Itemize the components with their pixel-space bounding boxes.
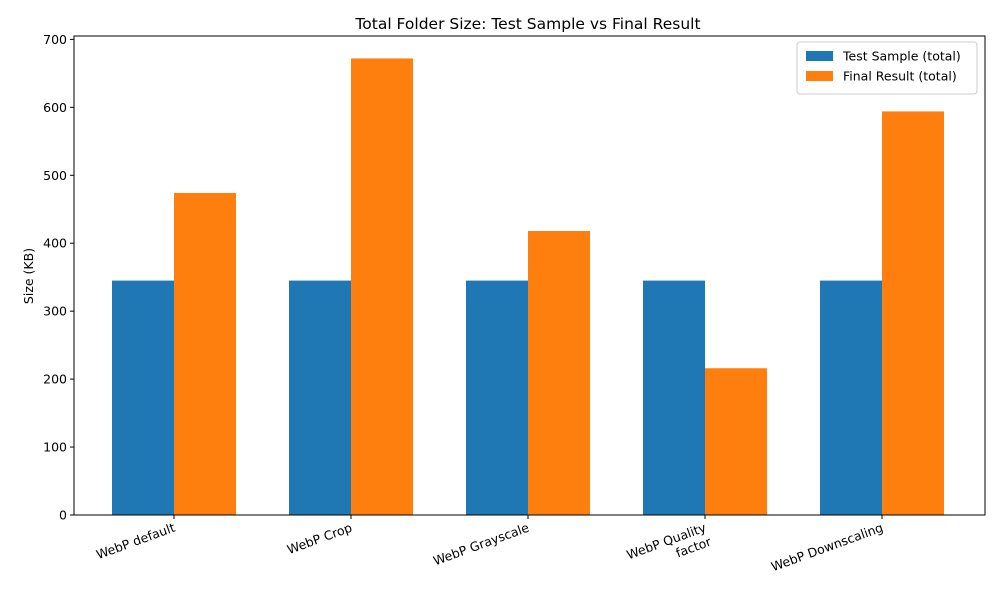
- x-tick-label-1: WebP Crop: [285, 520, 354, 557]
- legend-label-0: Test Sample (total): [842, 49, 961, 64]
- x-tick-label-4-line-0: WebP Downscaling: [769, 520, 885, 574]
- legend-label-1: Final Result (total): [843, 69, 957, 84]
- plot-frame: [73, 35, 986, 516]
- x-tick-label-2: WebP Grayscale: [431, 520, 531, 569]
- y-tick-label-4: 400: [43, 236, 67, 251]
- x-axis: WebP default WebP Crop WebP Grayscale WebP …: [94, 515, 885, 576]
- x-tick-label-3: WebP Qualityfactor: [624, 519, 713, 576]
- y-tick-label-0: 0: [59, 508, 67, 523]
- bars-group: [112, 58, 944, 516]
- bar-test-sample-3: [643, 280, 705, 515]
- bar-final-result-0: [174, 192, 236, 516]
- legend: Test Sample (total) Final Result (total): [796, 41, 978, 95]
- x-tick-label-2-line-0: WebP Grayscale: [431, 520, 531, 569]
- x-tick-label-1-line-0: WebP Crop: [285, 520, 354, 557]
- legend-swatch-1: [806, 71, 833, 81]
- chart-title: Total Folder Size: Test Sample vs Final …: [354, 15, 700, 33]
- bar-final-result-3: [705, 368, 767, 515]
- bar-final-result-1: [351, 58, 413, 516]
- y-tick-label-6: 600: [43, 100, 67, 115]
- y-axis: 0 100 200 300 400 500 600 700: [43, 32, 74, 523]
- x-tick-label-4: WebP Downscaling: [769, 520, 885, 574]
- y-tick-label-5: 500: [43, 168, 67, 183]
- x-tick-label-0-line-0: WebP default: [94, 520, 177, 562]
- bar-test-sample-1: [289, 280, 351, 515]
- bar-final-result-4: [882, 111, 944, 515]
- bar-test-sample-2: [466, 280, 528, 515]
- y-tick-label-2: 200: [43, 372, 67, 387]
- legend-swatch-0: [806, 51, 833, 61]
- bar-final-result-2: [528, 230, 590, 515]
- y-tick-label-1: 100: [43, 440, 67, 455]
- y-tick-label-7: 700: [43, 32, 67, 47]
- bar-test-sample-0: [112, 280, 174, 515]
- y-tick-label-3: 300: [43, 304, 67, 319]
- x-tick-label-0: WebP default: [94, 520, 177, 562]
- bar-test-sample-4: [820, 280, 882, 515]
- y-axis-label: Size (KB): [21, 248, 36, 304]
- legend-box: [796, 41, 978, 95]
